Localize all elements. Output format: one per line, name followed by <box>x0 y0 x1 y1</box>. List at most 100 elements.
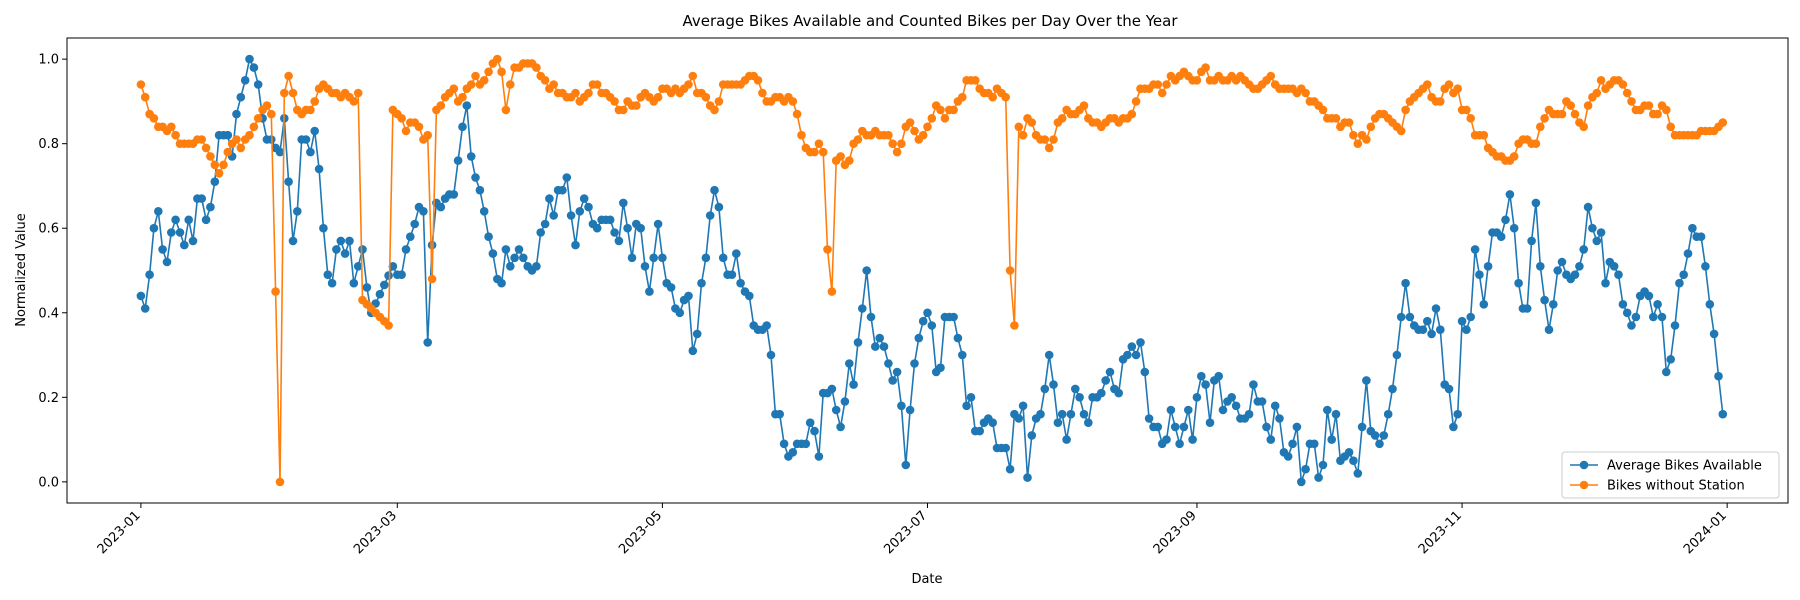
data-point <box>253 114 263 123</box>
data-point <box>766 350 776 360</box>
data-point <box>1423 316 1432 326</box>
data-point <box>427 274 437 284</box>
data-point <box>1583 101 1593 110</box>
data-point <box>1188 435 1197 444</box>
data-point <box>201 215 211 225</box>
data-point <box>1453 84 1462 93</box>
data-point <box>1627 97 1636 106</box>
data-point <box>484 232 493 241</box>
data-point <box>1262 422 1271 432</box>
data-point <box>1505 190 1515 199</box>
data-point <box>506 80 515 89</box>
data-point <box>1131 97 1141 106</box>
data-point <box>1075 393 1084 402</box>
data-point <box>214 169 224 178</box>
data-point <box>1179 422 1189 432</box>
data-point <box>866 312 876 322</box>
data-point <box>140 92 150 102</box>
data-point <box>1618 80 1628 89</box>
data-point <box>1431 304 1441 313</box>
data-point <box>1479 300 1489 309</box>
data-point <box>745 291 754 301</box>
data-point <box>188 236 198 246</box>
data-point <box>1214 371 1223 381</box>
data-point <box>1462 325 1471 335</box>
data-point <box>549 80 558 89</box>
data-point <box>853 135 863 144</box>
data-point <box>1696 232 1706 241</box>
data-point <box>905 405 915 415</box>
data-point <box>280 88 289 98</box>
data-point <box>1079 409 1089 419</box>
data-point <box>484 67 493 77</box>
data-point <box>1570 270 1580 280</box>
data-point <box>401 126 411 136</box>
data-point <box>262 101 272 110</box>
data-point <box>471 71 480 81</box>
data-point <box>540 76 550 85</box>
data-point <box>397 114 406 123</box>
data-point <box>571 88 580 98</box>
data-point <box>340 249 350 258</box>
data-point <box>479 76 489 85</box>
data-point <box>1071 384 1080 394</box>
data-point <box>1266 435 1276 444</box>
data-point <box>805 418 815 428</box>
legend-marker <box>1579 480 1589 490</box>
data-point <box>219 160 228 170</box>
data-point <box>1097 388 1106 398</box>
data-point <box>918 130 928 140</box>
data-point <box>653 219 663 229</box>
data-point <box>1001 443 1010 453</box>
data-point <box>1244 409 1254 419</box>
data-point <box>788 97 798 106</box>
data-point <box>540 219 550 229</box>
data-point <box>206 202 215 212</box>
data-point <box>1401 278 1410 288</box>
data-point <box>201 143 211 153</box>
data-point <box>1470 245 1480 254</box>
data-point <box>966 393 976 402</box>
data-point <box>236 92 246 102</box>
data-point <box>623 223 632 233</box>
data-point <box>336 236 346 246</box>
data-point <box>849 380 858 389</box>
data-point <box>1627 321 1636 330</box>
data-point <box>1688 223 1697 233</box>
data-point <box>823 245 832 254</box>
data-point <box>349 97 359 106</box>
data-point <box>1231 401 1241 411</box>
data-point <box>1396 126 1406 136</box>
data-point <box>1423 80 1432 89</box>
data-point <box>1327 435 1336 444</box>
data-point <box>245 130 254 140</box>
data-point <box>1066 409 1076 419</box>
data-point <box>1557 109 1567 119</box>
data-point <box>1649 312 1658 322</box>
data-point <box>145 270 154 280</box>
data-point <box>658 253 667 263</box>
data-point <box>1023 473 1032 482</box>
data-point <box>579 194 589 203</box>
data-point <box>988 418 997 428</box>
data-point <box>936 363 945 373</box>
data-point <box>245 54 254 64</box>
data-point <box>918 316 928 326</box>
data-point <box>327 278 337 288</box>
data-point <box>640 262 650 271</box>
data-point <box>1353 469 1363 478</box>
data-point <box>1622 88 1632 98</box>
data-point <box>353 262 363 271</box>
data-point <box>971 76 980 85</box>
data-point <box>627 253 637 263</box>
data-point <box>1010 321 1019 330</box>
data-point <box>1666 355 1675 364</box>
data-point <box>692 329 702 339</box>
data-point <box>1249 380 1258 389</box>
data-point <box>1027 431 1037 440</box>
data-point <box>232 109 241 119</box>
data-point <box>167 122 176 132</box>
data-point <box>879 342 889 351</box>
plot-area <box>136 54 1728 487</box>
data-point <box>1157 88 1167 98</box>
